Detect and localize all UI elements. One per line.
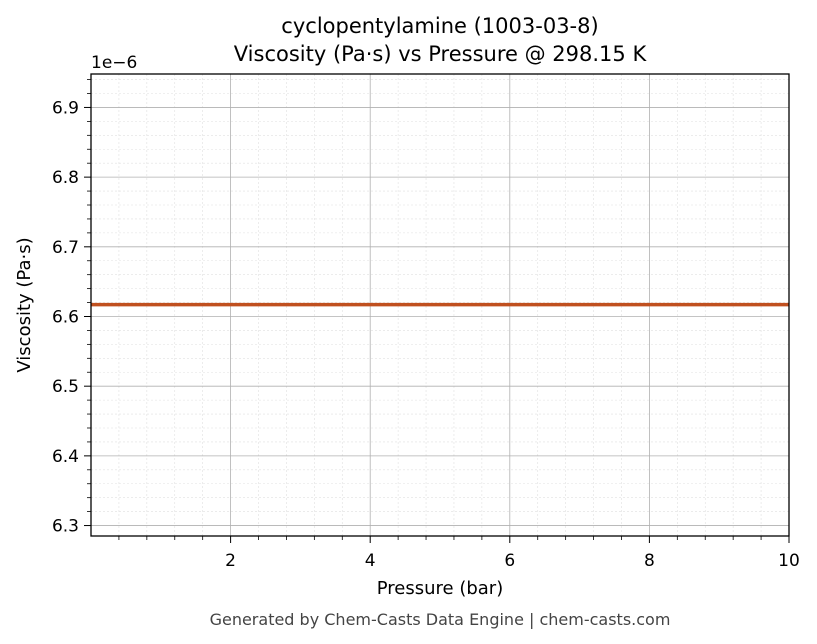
footer-text: Generated by Chem-Casts Data Engine | ch… — [210, 610, 671, 629]
x-tick-label: 2 — [225, 551, 236, 571]
chart-subtitle: Viscosity (Pa·s) vs Pressure @ 298.15 K — [234, 42, 648, 66]
x-tick-label: 6 — [504, 551, 515, 571]
y-axis-ticks: 6.3 6.4 6.5 6.6 6.7 6.8 6.9 — [52, 79, 91, 537]
y-axis-offset-label: 1e−6 — [91, 53, 137, 73]
x-tick-label: 4 — [365, 551, 376, 571]
y-tick-label: 6.4 — [52, 447, 79, 467]
y-tick-label: 6.3 — [52, 517, 79, 537]
minor-grid — [91, 74, 789, 536]
x-axis-ticks: 2 4 6 8 10 — [118, 536, 800, 571]
plot-frame — [90, 73, 790, 537]
x-tick-label: 8 — [644, 551, 655, 571]
y-tick-label: 6.8 — [52, 168, 79, 188]
y-tick-label: 6.7 — [52, 238, 79, 258]
y-tick-label: 6.6 — [52, 307, 79, 327]
y-tick-label: 6.9 — [52, 98, 79, 118]
chart-title: cyclopentylamine (1003-03-8) — [281, 14, 598, 38]
y-tick-label: 6.5 — [52, 377, 79, 397]
x-axis-label: Pressure (bar) — [377, 578, 503, 599]
y-axis-label: Viscosity (Pa·s) — [14, 237, 35, 372]
x-tick-label: 10 — [778, 551, 800, 571]
